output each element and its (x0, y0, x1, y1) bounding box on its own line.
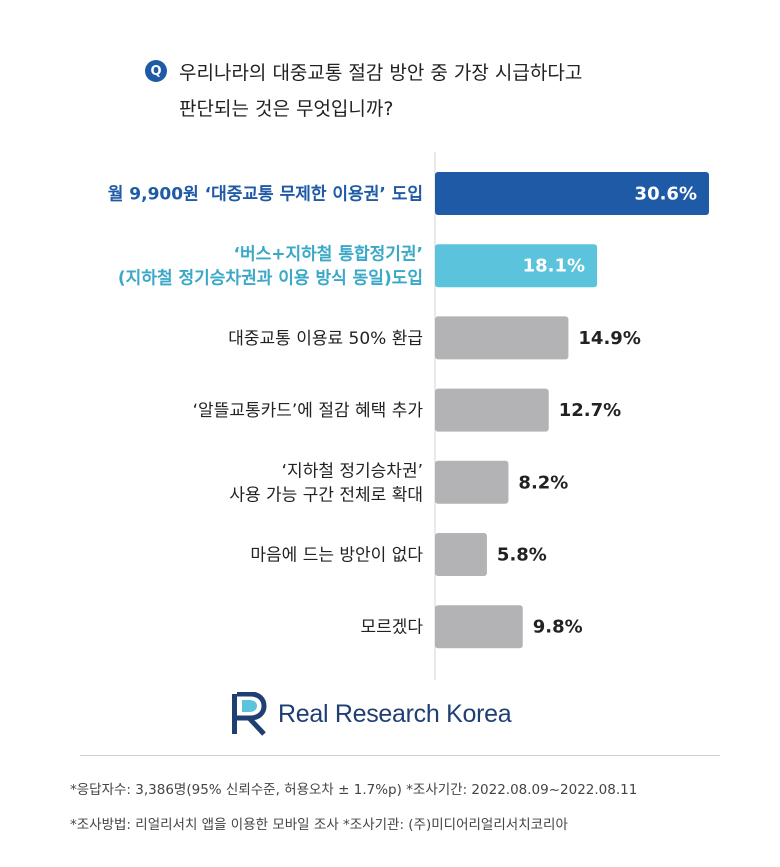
divider (80, 755, 720, 756)
category-label-2-0: 대중교통 이용료 50% 환급 (228, 329, 423, 349)
category-label-4-0: ‘지하철 정기승차권’ (282, 461, 423, 481)
bar-0 (435, 172, 709, 215)
brand-name: Real Research Korea (278, 699, 512, 728)
value-label-2: 14.9% (578, 328, 640, 349)
question-line-1: 우리나라의 대중교통 절감 방안 중 가장 시급하다고 (179, 62, 583, 84)
value-label-4: 8.2% (518, 472, 568, 493)
value-label-5: 5.8% (497, 545, 547, 566)
category-label-1-0: ‘버스+지하철 통합정기권’ (234, 244, 423, 265)
category-label-5-0: 마음에 드는 방안이 없다 (250, 546, 423, 566)
brand-logo: Real Research Korea (230, 692, 512, 736)
survey-note-2: *조사방법: 리얼리서치 앱을 이용한 모바일 조사 *조사기관: (주)미디어… (70, 817, 568, 833)
bar-2 (435, 316, 569, 360)
bar-4 (435, 460, 509, 504)
category-label-0-0: 월 9,900원 ‘대중교통 무제한 이용권’ 도입 (108, 185, 423, 205)
bar-3 (435, 388, 549, 432)
value-label-3: 12.7% (559, 400, 621, 421)
bar-chart: 30.6% 월 9,900원 ‘대중교통 무제한 이용권’ 도입 18.1% ‘버스+… (108, 152, 709, 680)
category-label-3-0: ‘알뜰교통카드’에 절감 혜택 추가 (193, 401, 424, 421)
bar-1 (435, 244, 598, 288)
bar-6 (435, 605, 523, 649)
value-label-0: 30.6% (635, 184, 697, 205)
question-badge: Q (145, 60, 167, 82)
question-line-2: 판단되는 것은 무엇입니까? (179, 98, 394, 120)
category-label-4-1: 사용 가능 구간 전체로 확대 (229, 485, 423, 505)
value-label-6: 9.8% (533, 617, 583, 638)
category-label-1-1: (지하철 정기승차권과 이용 방식 동일)도입 (118, 269, 423, 289)
category-label-6-0: 모르겠다 (360, 618, 423, 638)
real-research-logo-icon (232, 692, 267, 736)
survey-note-1: *응답자수: 3,386명(95% 신뢰수준, 허용오차 ± 1.7%p) *조… (70, 782, 638, 798)
bar-5 (435, 533, 487, 576)
value-label-1: 18.1% (523, 256, 585, 277)
